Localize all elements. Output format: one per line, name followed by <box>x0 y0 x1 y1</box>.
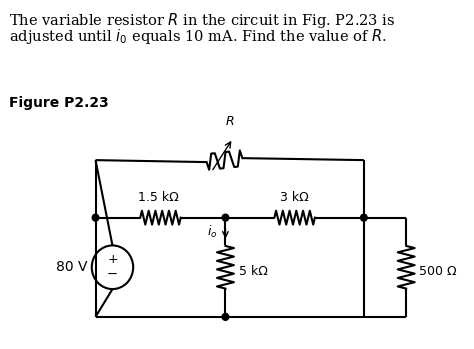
Text: The variable resistor $R$ in the circuit in Fig. P2.23 is: The variable resistor $R$ in the circuit… <box>9 11 395 30</box>
Text: −: − <box>107 268 118 281</box>
Circle shape <box>222 313 229 320</box>
Circle shape <box>361 214 367 221</box>
Text: +: + <box>107 253 118 266</box>
Circle shape <box>222 214 229 221</box>
Text: adjusted until $i_0$ equals 10 mA. Find the value of $R$.: adjusted until $i_0$ equals 10 mA. Find … <box>9 27 387 46</box>
Text: 3 kΩ: 3 kΩ <box>280 191 309 204</box>
Text: Figure P2.23: Figure P2.23 <box>9 96 109 110</box>
Text: 1.5 kΩ: 1.5 kΩ <box>138 191 179 204</box>
Text: 500 Ω: 500 Ω <box>419 265 457 278</box>
Text: $R$: $R$ <box>226 116 235 128</box>
Text: $i_o$: $i_o$ <box>208 223 218 240</box>
Text: 5 kΩ: 5 kΩ <box>238 265 267 278</box>
Text: 80 V: 80 V <box>55 260 87 274</box>
Circle shape <box>92 214 99 221</box>
